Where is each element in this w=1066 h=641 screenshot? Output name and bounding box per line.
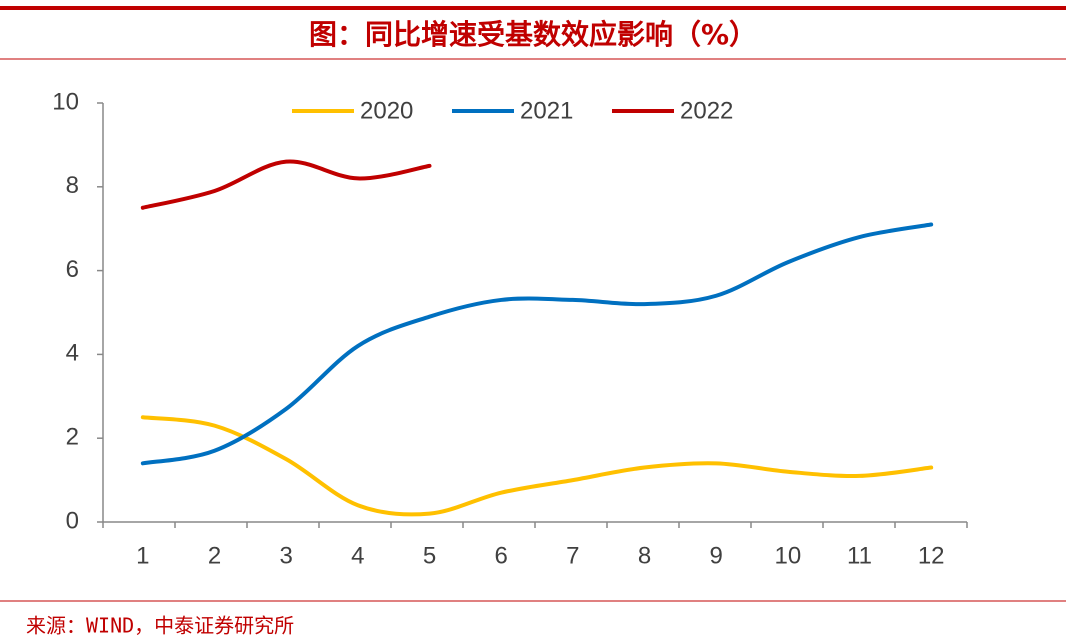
x-tick-label: 6 xyxy=(494,542,507,569)
y-tick-label: 4 xyxy=(66,340,79,367)
line-series xyxy=(140,415,934,517)
legend-label: 2021 xyxy=(520,97,573,124)
x-tick-label: 11 xyxy=(847,542,872,569)
line-series xyxy=(140,222,934,466)
x-tick-label: 8 xyxy=(638,542,651,569)
x-tick-label: 10 xyxy=(774,542,801,569)
x-tick-label: 5 xyxy=(423,542,436,569)
x-tick-label: 3 xyxy=(279,542,292,569)
y-tick-label: 2 xyxy=(66,424,79,451)
y-tick-label: 10 xyxy=(52,88,79,115)
x-tick-label: 7 xyxy=(566,542,579,569)
top-rule xyxy=(0,6,1066,10)
y-tick-label: 8 xyxy=(66,172,79,199)
x-tick-label: 2 xyxy=(208,542,221,569)
chart-title: 图：同比增速受基数效应影响（%） xyxy=(309,18,757,51)
legend-label: 2022 xyxy=(680,97,733,124)
line-series xyxy=(140,159,432,210)
legend-label: 2020 xyxy=(360,97,413,124)
x-tick-label: 12 xyxy=(918,542,945,569)
x-tick-label: 4 xyxy=(351,542,364,569)
y-tick-label: 0 xyxy=(66,507,79,534)
x-tick-label: 9 xyxy=(709,542,722,569)
y-tick-label: 6 xyxy=(66,256,79,283)
source: 来源：WIND，中泰证券研究所 xyxy=(26,614,294,638)
x-tick-label: 1 xyxy=(136,542,149,569)
